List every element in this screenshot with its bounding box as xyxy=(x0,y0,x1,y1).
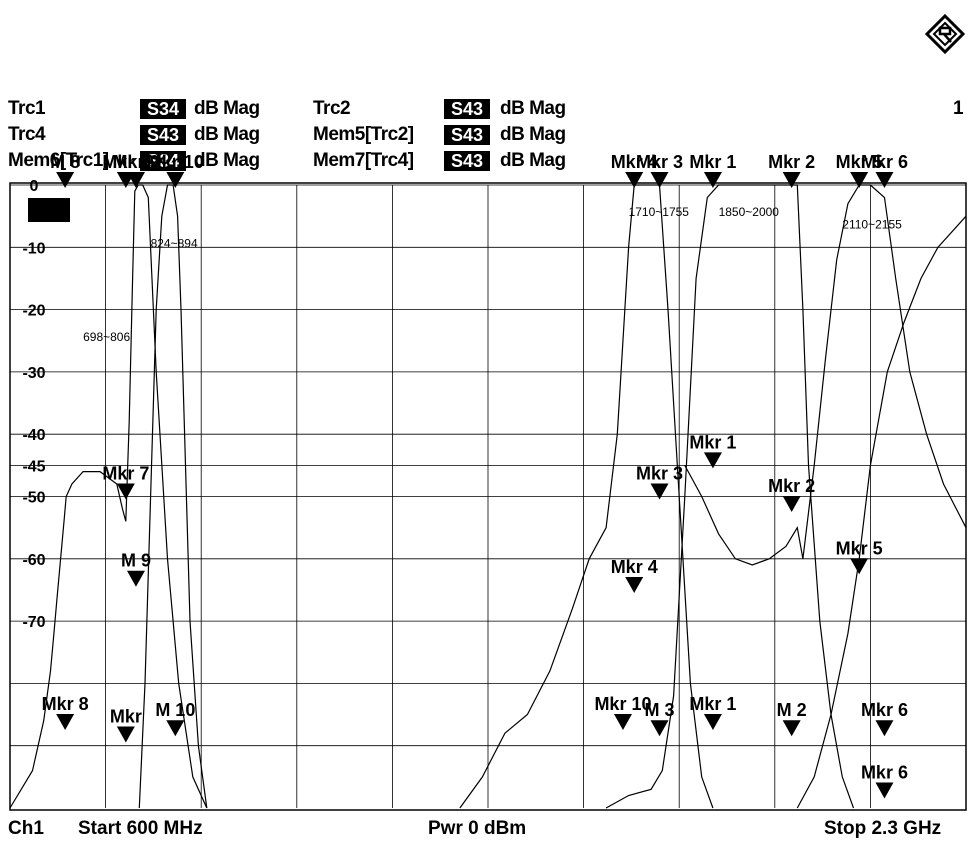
y-tick-label-7: -60 xyxy=(22,552,45,569)
trace-line-1 xyxy=(138,184,208,809)
marker-triangle-24[interactable] xyxy=(875,720,894,737)
marker-label-20: Mkr 10 xyxy=(594,694,651,714)
marker-triangle-9[interactable] xyxy=(875,172,894,188)
y-tick-label-1: -10 xyxy=(22,240,45,257)
marker-triangle-16[interactable] xyxy=(850,558,869,575)
marker-label-6: Mkr 1 xyxy=(689,152,736,172)
marker-label-24: Mkr 6 xyxy=(861,700,908,720)
marker-label-11: M 9 xyxy=(121,551,151,571)
marker-triangle-10[interactable] xyxy=(116,483,135,500)
start-frequency[interactable]: Start 600 MHz xyxy=(78,818,203,839)
marker-triangle-15[interactable] xyxy=(625,576,644,593)
y-tick-label-2: -20 xyxy=(22,303,45,320)
band-label-0: 698~806 xyxy=(83,330,130,344)
marker-label-3: Mkr 10 xyxy=(147,152,204,172)
marker-label-15: Mkr 4 xyxy=(611,557,658,577)
marker-label-23: M 2 xyxy=(777,700,807,720)
trace-line-4 xyxy=(684,184,967,566)
marker-label-14: Mkr 2 xyxy=(768,476,815,496)
marker-triangle-14[interactable] xyxy=(782,495,801,512)
trace-format-2: dB Mag xyxy=(500,98,566,119)
marker-label-19: M 10 xyxy=(155,700,195,720)
channel-number: 1 xyxy=(953,98,964,119)
trace-format-5: dB Mag xyxy=(194,150,260,171)
y-tick-label-5: -45 xyxy=(22,458,45,475)
marker-label-2: Mkr 9 xyxy=(112,152,159,172)
trace-param-badge-1[interactable]: S34 xyxy=(140,99,186,119)
marker-label-4: Mkr 4 xyxy=(611,152,658,172)
trace-line-5 xyxy=(796,215,967,809)
marker-label-5: Mkr 3 xyxy=(636,152,683,172)
y-tick-label-3: -30 xyxy=(22,365,45,382)
trace-param-badge-6[interactable]: S43 xyxy=(444,151,490,171)
marker-triangle-22[interactable] xyxy=(703,714,722,731)
band-label-3: 1850~2000 xyxy=(719,205,780,219)
marker-label-13: Mkr 3 xyxy=(636,464,683,484)
trace-format-6: dB Mag xyxy=(500,150,566,171)
marker-label-22: Mkr 1 xyxy=(689,694,736,714)
marker-triangle-17[interactable] xyxy=(56,714,75,731)
marker-label-17: Mkr 8 xyxy=(42,694,89,714)
marker-label-10: Mkr 7 xyxy=(102,464,149,484)
trace-param-badge-3[interactable]: S43 xyxy=(140,125,186,145)
trace-label-2[interactable]: Trc2 xyxy=(313,98,351,119)
marker-triangle-0[interactable] xyxy=(56,172,75,188)
active-marker-box xyxy=(28,198,70,222)
marker-label-9: Mkr 6 xyxy=(861,152,908,172)
trace-param-badge-2[interactable]: S43 xyxy=(444,99,490,119)
band-label-4: 2110~2155 xyxy=(842,218,902,232)
trace-format-1: dB Mag xyxy=(194,98,260,119)
trace-label-1[interactable]: Trc1 xyxy=(8,98,46,119)
marker-triangle-6[interactable] xyxy=(703,172,722,188)
trace-label-6[interactable]: Mem7[Trc4] xyxy=(313,150,414,171)
trace-label-3[interactable]: Trc4 xyxy=(8,124,46,145)
band-label-2: 1710~1755 xyxy=(629,205,690,219)
rohde-schwarz-logo-icon xyxy=(925,14,965,54)
marker-label-25: Mkr 6 xyxy=(861,763,908,783)
y-tick-label-8: -70 xyxy=(22,614,45,631)
marker-triangle-12[interactable] xyxy=(703,452,722,469)
trace-label-5[interactable]: Mem6[Trc1] xyxy=(8,150,109,171)
trace-label-4[interactable]: Mem5[Trc2] xyxy=(313,124,414,145)
source-power[interactable]: Pwr 0 dBm xyxy=(428,818,527,839)
channel-label: Ch1 xyxy=(8,818,44,839)
marker-triangle-18[interactable] xyxy=(116,726,135,743)
marker-label-0: M 8 xyxy=(50,152,80,172)
grid xyxy=(10,184,966,808)
marker-triangle-4[interactable] xyxy=(625,172,644,188)
marker-label-8: Mkr 5 xyxy=(836,152,883,172)
marker-triangle-8[interactable] xyxy=(850,172,869,188)
trace-format-3: dB Mag xyxy=(194,124,260,145)
marker-label-18: Mkr xyxy=(110,706,142,726)
y-tick-label-0: 0 xyxy=(30,178,39,195)
marker-label-16: Mkr 5 xyxy=(836,538,883,558)
trace-format-4: dB Mag xyxy=(500,124,566,145)
trace-param-badge-5[interactable]: S34 xyxy=(140,151,186,171)
marker-triangle-25[interactable] xyxy=(875,782,894,799)
marker-triangle-2[interactable] xyxy=(126,172,145,188)
y-tick-label-4: -40 xyxy=(22,427,45,444)
marker-triangle-5[interactable] xyxy=(650,172,669,188)
marker-triangle-20[interactable] xyxy=(613,714,632,731)
marker-label-7: Mkr 2 xyxy=(768,152,815,172)
marker-triangle-19[interactable] xyxy=(166,720,185,737)
trace-param-badge-4[interactable]: S43 xyxy=(444,125,490,145)
marker-label-21: M 3 xyxy=(645,700,675,720)
marker-label-12: Mkr 1 xyxy=(689,432,736,452)
marker-triangle-3[interactable] xyxy=(166,172,185,188)
trace-line-3 xyxy=(605,184,855,809)
stop-frequency[interactable]: Stop 2.3 GHz xyxy=(824,818,942,839)
y-tick-label-6: -50 xyxy=(22,490,45,507)
marker-triangle-13[interactable] xyxy=(650,483,669,500)
band-label-1: 824~894 xyxy=(151,236,198,250)
marker-triangle-21[interactable] xyxy=(650,720,669,737)
marker-triangle-7[interactable] xyxy=(782,172,801,188)
marker-triangle-23[interactable] xyxy=(782,720,801,737)
marker-label-1: Mkr 7 xyxy=(102,152,149,172)
trace-line-2 xyxy=(459,184,714,809)
marker-triangle-11[interactable] xyxy=(126,570,145,587)
